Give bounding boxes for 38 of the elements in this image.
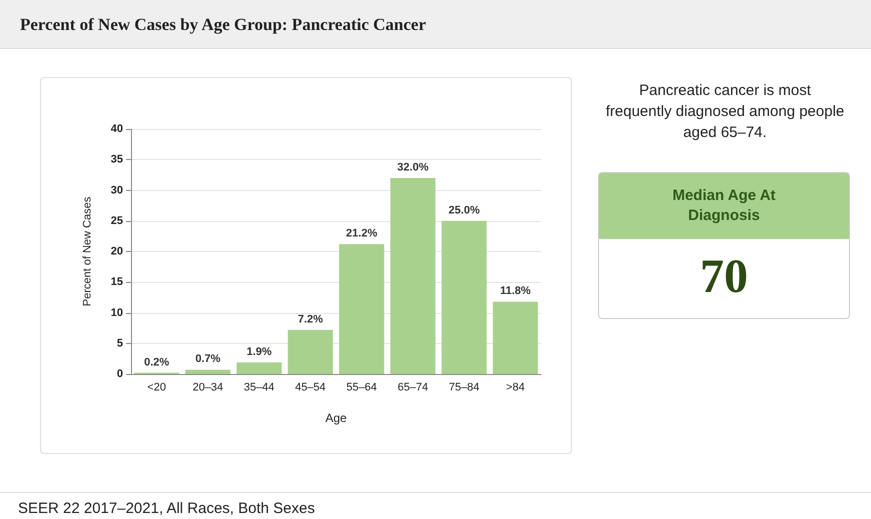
text: SEER 22 2017–2021, All Races, Both Sexes <box>18 500 315 517</box>
x-tick-label: 75–84 <box>448 382 480 394</box>
y-tick-label: 30 <box>110 184 123 196</box>
x-tick-label: 55–64 <box>346 382 377 394</box>
x-tick-label: 35–44 <box>244 382 274 394</box>
y-tick-label: 10 <box>110 306 123 319</box>
info-card: Median Age At Diagnosis 70 <box>598 172 850 319</box>
bar <box>236 362 282 374</box>
x-tick-label: 45–54 <box>295 382 326 394</box>
bar <box>339 244 384 374</box>
bar <box>288 330 333 374</box>
data-label: 7.2% <box>298 313 324 326</box>
y-tick-label: 15 <box>110 276 123 288</box>
y-tick-label: 35 <box>110 154 123 166</box>
x-tick-label: >84 <box>506 382 525 394</box>
data-label: 25.0% <box>448 204 480 216</box>
text: Pancreatic cancer is most frequently diagnosed among people aged 65–74. <box>605 81 845 143</box>
x-tick-label: 65–74 <box>398 382 428 394</box>
y-tick-label: 40 <box>110 123 123 135</box>
data-label: 21.2% <box>346 228 378 240</box>
x-tick-label: <20 <box>147 382 166 394</box>
data-label: 0.2% <box>144 356 170 368</box>
y-tick-label: 25 <box>110 214 123 227</box>
data-label: 0.7% <box>195 353 221 366</box>
chart-title: Percent of New Cases by Age Group: Pancreatic Cancer <box>20 15 426 35</box>
bar <box>390 178 436 374</box>
data-label: 1.9% <box>246 346 272 358</box>
bar <box>442 220 487 374</box>
y-tick-label: 0 <box>116 368 123 380</box>
x-tick-label: 20–34 <box>192 382 224 394</box>
y-tick-label: 20 <box>110 246 123 258</box>
y-tick-label: 5 <box>116 337 123 350</box>
y-axis-title: Percent of New Cases <box>82 196 94 306</box>
x-axis-title: Age <box>325 411 347 425</box>
bar <box>492 302 538 374</box>
data-label: 11.8% <box>500 285 531 298</box>
bar <box>185 370 230 374</box>
data-label: 32.0% <box>397 162 429 174</box>
